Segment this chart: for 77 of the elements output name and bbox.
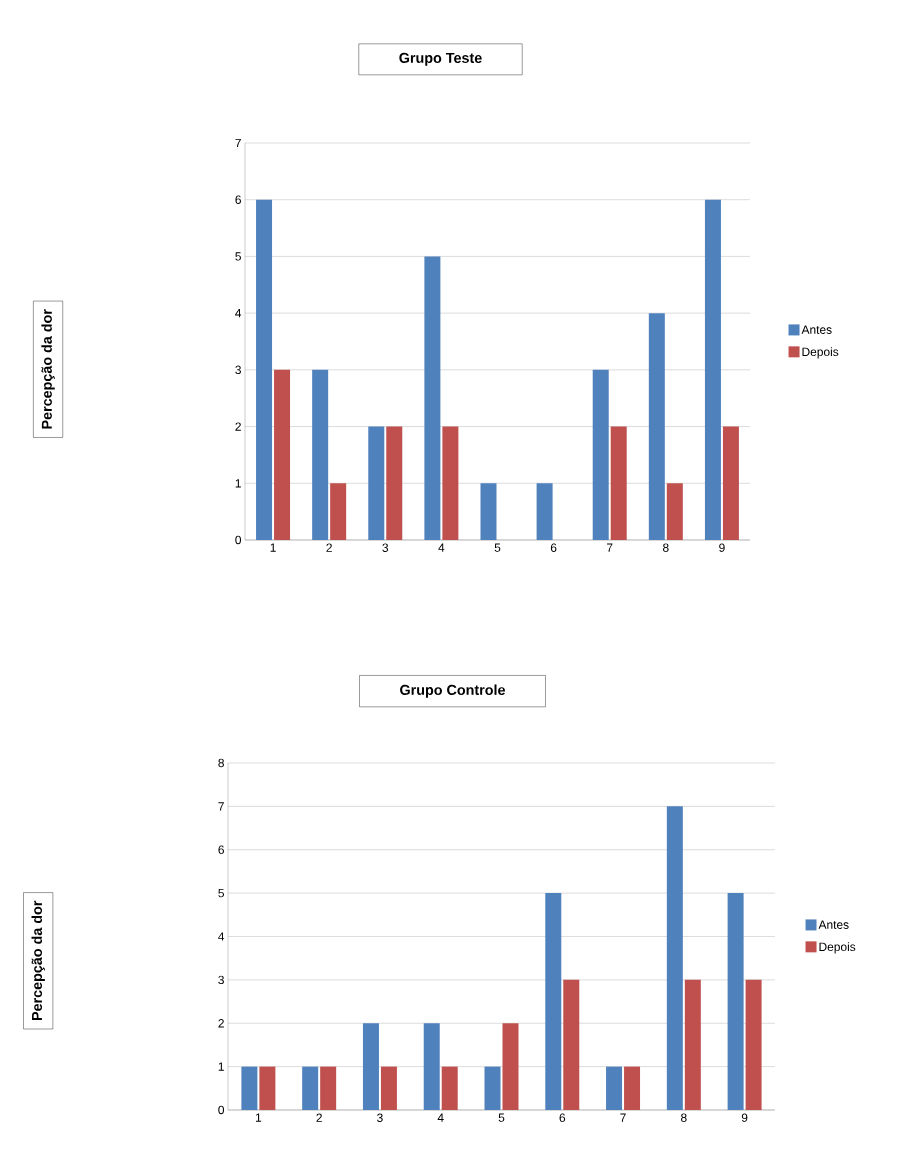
x-tick-label: 1 (270, 543, 276, 552)
y-tick-label: 5 (218, 888, 224, 898)
bar (368, 426, 385, 540)
bar (256, 199, 273, 540)
y-tick-label: 5 (235, 252, 241, 261)
bar (259, 1066, 276, 1110)
bar (704, 199, 721, 540)
x-tick-label: 9 (719, 543, 725, 552)
y-tick-label: 6 (235, 195, 241, 204)
bar (480, 483, 497, 540)
legend-label: Depois (819, 942, 856, 954)
bar (502, 1023, 519, 1110)
bar (745, 979, 762, 1110)
legend-label: Antes (818, 920, 849, 929)
y-tick-label: 4 (235, 309, 242, 318)
legend-label: Depois (802, 347, 839, 359)
chart-title: Grupo Controle (400, 684, 505, 698)
x-tick-label: 7 (607, 543, 613, 552)
x-tick-label: 4 (437, 1113, 444, 1122)
bar (362, 1023, 379, 1110)
y-tick-label: 0 (235, 535, 242, 545)
x-tick-label: 5 (494, 543, 501, 552)
bar (380, 1066, 397, 1110)
bar (666, 483, 683, 540)
x-tick-label: 3 (382, 543, 389, 552)
bar (330, 483, 347, 540)
bar (592, 369, 609, 540)
y-tick-label: 1 (218, 1062, 224, 1071)
x-tick-label: 5 (498, 1113, 505, 1122)
bar (274, 369, 291, 540)
x-tick-label: 8 (681, 1113, 687, 1122)
bar (320, 1066, 337, 1110)
bar (536, 483, 553, 540)
y-tick-label: 2 (235, 422, 241, 431)
bar (241, 1066, 258, 1110)
bar (606, 1066, 623, 1110)
x-tick-label: 2 (326, 543, 332, 552)
y-tick-label: 2 (218, 1019, 224, 1028)
bar (666, 806, 683, 1110)
y-tick-label: 7 (235, 138, 241, 148)
x-tick-label: 2 (316, 1113, 322, 1122)
y-tick-label: 7 (218, 802, 224, 811)
x-tick-label: 7 (620, 1113, 626, 1122)
bar (624, 1066, 641, 1110)
y-axis-title: Percepção da dor (31, 900, 45, 1021)
bar (312, 369, 329, 540)
bar (302, 1066, 319, 1110)
bar (545, 893, 562, 1110)
chart-title: Grupo Teste (399, 52, 482, 66)
y-tick-label: 0 (218, 1105, 225, 1115)
bar (386, 426, 403, 540)
y-tick-label: 1 (235, 479, 241, 488)
x-tick-label: 4 (438, 543, 445, 552)
bar (424, 256, 441, 540)
y-tick-label: 8 (218, 758, 224, 768)
bar (442, 426, 459, 540)
x-tick-label: 6 (559, 1113, 566, 1122)
bar (610, 426, 627, 540)
x-tick-label: 1 (255, 1113, 262, 1122)
x-tick-label: 8 (663, 543, 669, 552)
bar (484, 1066, 501, 1110)
bar (441, 1066, 458, 1110)
y-axis-title: Percepção da dor (41, 309, 55, 429)
x-tick-label: 3 (377, 1113, 383, 1122)
bar (722, 426, 739, 540)
bar (684, 979, 701, 1110)
legend-label: Antes (801, 325, 832, 334)
x-tick-label: 9 (741, 1113, 748, 1122)
y-tick-label: 6 (218, 845, 224, 854)
y-tick-label: 3 (218, 975, 224, 985)
bar (648, 313, 665, 540)
x-tick-label: 6 (550, 543, 557, 552)
y-tick-label: 3 (235, 365, 241, 375)
y-tick-label: 4 (218, 932, 225, 941)
bar (727, 893, 744, 1110)
bar (423, 1023, 440, 1110)
bar (563, 979, 580, 1110)
